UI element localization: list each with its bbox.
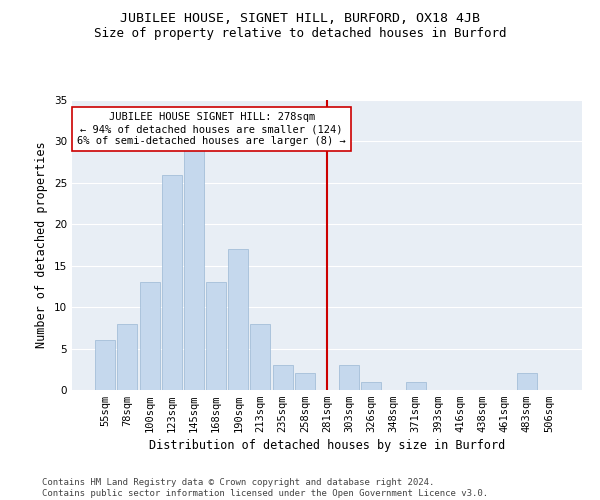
Text: Contains HM Land Registry data © Crown copyright and database right 2024.
Contai: Contains HM Land Registry data © Crown c…	[42, 478, 488, 498]
Bar	[272, 365, 293, 390]
Text: JUBILEE HOUSE SIGNET HILL: 278sqm
← 94% of detached houses are smaller (124)
6% : JUBILEE HOUSE SIGNET HILL: 278sqm ← 94% …	[77, 112, 346, 146]
Bar	[118, 324, 137, 390]
Bar	[206, 282, 226, 390]
X-axis label: Distribution of detached houses by size in Burford: Distribution of detached houses by size …	[149, 440, 505, 452]
Bar	[140, 282, 160, 390]
Bar	[250, 324, 271, 390]
Bar	[95, 340, 115, 390]
Bar	[184, 150, 204, 390]
Bar	[228, 249, 248, 390]
Y-axis label: Number of detached properties: Number of detached properties	[35, 142, 49, 348]
Bar	[517, 374, 536, 390]
Bar	[361, 382, 382, 390]
Bar	[339, 365, 359, 390]
Text: JUBILEE HOUSE, SIGNET HILL, BURFORD, OX18 4JB: JUBILEE HOUSE, SIGNET HILL, BURFORD, OX1…	[120, 12, 480, 26]
Bar	[295, 374, 315, 390]
Bar	[162, 174, 182, 390]
Bar	[406, 382, 426, 390]
Text: Size of property relative to detached houses in Burford: Size of property relative to detached ho…	[94, 28, 506, 40]
